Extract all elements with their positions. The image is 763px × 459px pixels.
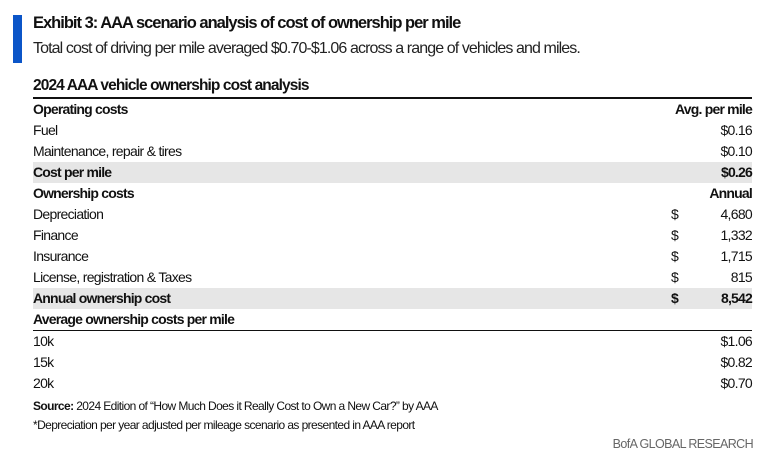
currency-symbol: $ bbox=[671, 227, 679, 243]
source-text: 2024 Edition of “How Much Does it Really… bbox=[73, 399, 438, 413]
row-label: 10k bbox=[33, 333, 54, 349]
table-row: Insurance $ 1,715 bbox=[33, 246, 753, 267]
table-row: Depreciation $ 4,680 bbox=[33, 204, 753, 225]
row-label: License, registration & Taxes bbox=[33, 269, 192, 285]
row-label: Finance bbox=[33, 227, 79, 243]
row-value: $0.26 bbox=[720, 164, 753, 180]
exhibit-subtitle: Total cost of driving per mile averaged … bbox=[33, 40, 581, 57]
total-row: Annual ownership cost $ 8,542 bbox=[33, 288, 753, 309]
row-label: Insurance bbox=[33, 248, 89, 264]
row-value: 8,542 bbox=[720, 290, 753, 306]
footnote: *Depreciation per year adjusted per mile… bbox=[33, 418, 415, 432]
currency-symbol: $ bbox=[671, 290, 679, 306]
total-row: Cost per mile $0.26 bbox=[33, 162, 753, 183]
row-value: $0.10 bbox=[720, 143, 752, 159]
table-row: 10k $1.06 bbox=[33, 331, 753, 352]
row-label: Maintenance, repair & tires bbox=[33, 143, 182, 159]
row-value: 1,715 bbox=[720, 248, 752, 264]
row-value: $1.06 bbox=[720, 333, 752, 349]
table-row: License, registration & Taxes $ 815 bbox=[33, 267, 753, 288]
source-note: Source: 2024 Edition of “How Much Does i… bbox=[33, 399, 438, 413]
accent-bar bbox=[13, 15, 22, 63]
row-value: $0.70 bbox=[720, 375, 752, 391]
row-label: Cost per mile bbox=[33, 164, 112, 180]
row-value: $0.16 bbox=[720, 122, 752, 138]
row-label: 15k bbox=[33, 354, 54, 370]
table-row: 20k $0.70 bbox=[33, 373, 753, 394]
operating-header-row: Operating costs Avg. per mile bbox=[33, 99, 753, 120]
currency-symbol: $ bbox=[671, 206, 679, 222]
row-label: 20k bbox=[33, 375, 54, 391]
row-value: 4,680 bbox=[720, 206, 752, 222]
source-label: Source: bbox=[33, 399, 74, 413]
table-row: Fuel $0.16 bbox=[33, 120, 753, 141]
row-label: Fuel bbox=[33, 122, 58, 138]
column-header: Annual bbox=[709, 185, 752, 201]
table-row: 15k $0.82 bbox=[33, 352, 753, 373]
row-label: Depreciation bbox=[33, 206, 104, 222]
cost-table: Operating costs Avg. per mile Fuel $0.16… bbox=[33, 97, 753, 394]
column-header: Avg. per mile bbox=[675, 101, 753, 117]
ownership-header-row: Ownership costs Annual bbox=[33, 183, 753, 204]
table-title: 2024 AAA vehicle ownership cost analysis bbox=[33, 77, 309, 94]
table-row: Finance $ 1,332 bbox=[33, 225, 753, 246]
row-label: Average ownership costs per mile bbox=[33, 311, 235, 327]
row-value: 815 bbox=[730, 269, 753, 285]
currency-symbol: $ bbox=[671, 269, 679, 285]
per-mile-header-row: Average ownership costs per mile bbox=[33, 309, 752, 331]
row-value: 1,332 bbox=[720, 227, 752, 243]
currency-symbol: $ bbox=[671, 248, 679, 264]
row-label: Operating costs bbox=[33, 101, 128, 117]
brand-label: BofA GLOBAL RESEARCH bbox=[612, 437, 754, 451]
row-label: Ownership costs bbox=[33, 185, 135, 201]
row-value: $0.82 bbox=[720, 354, 752, 370]
table-row: Maintenance, repair & tires $0.10 bbox=[33, 141, 753, 162]
row-label: Annual ownership cost bbox=[33, 290, 171, 306]
exhibit-title: Exhibit 3: AAA scenario analysis of cost… bbox=[33, 14, 461, 32]
